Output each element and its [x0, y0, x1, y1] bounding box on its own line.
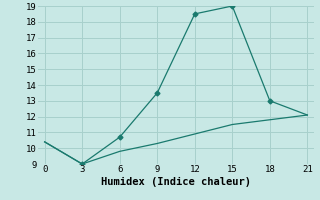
X-axis label: Humidex (Indice chaleur): Humidex (Indice chaleur) — [101, 177, 251, 187]
